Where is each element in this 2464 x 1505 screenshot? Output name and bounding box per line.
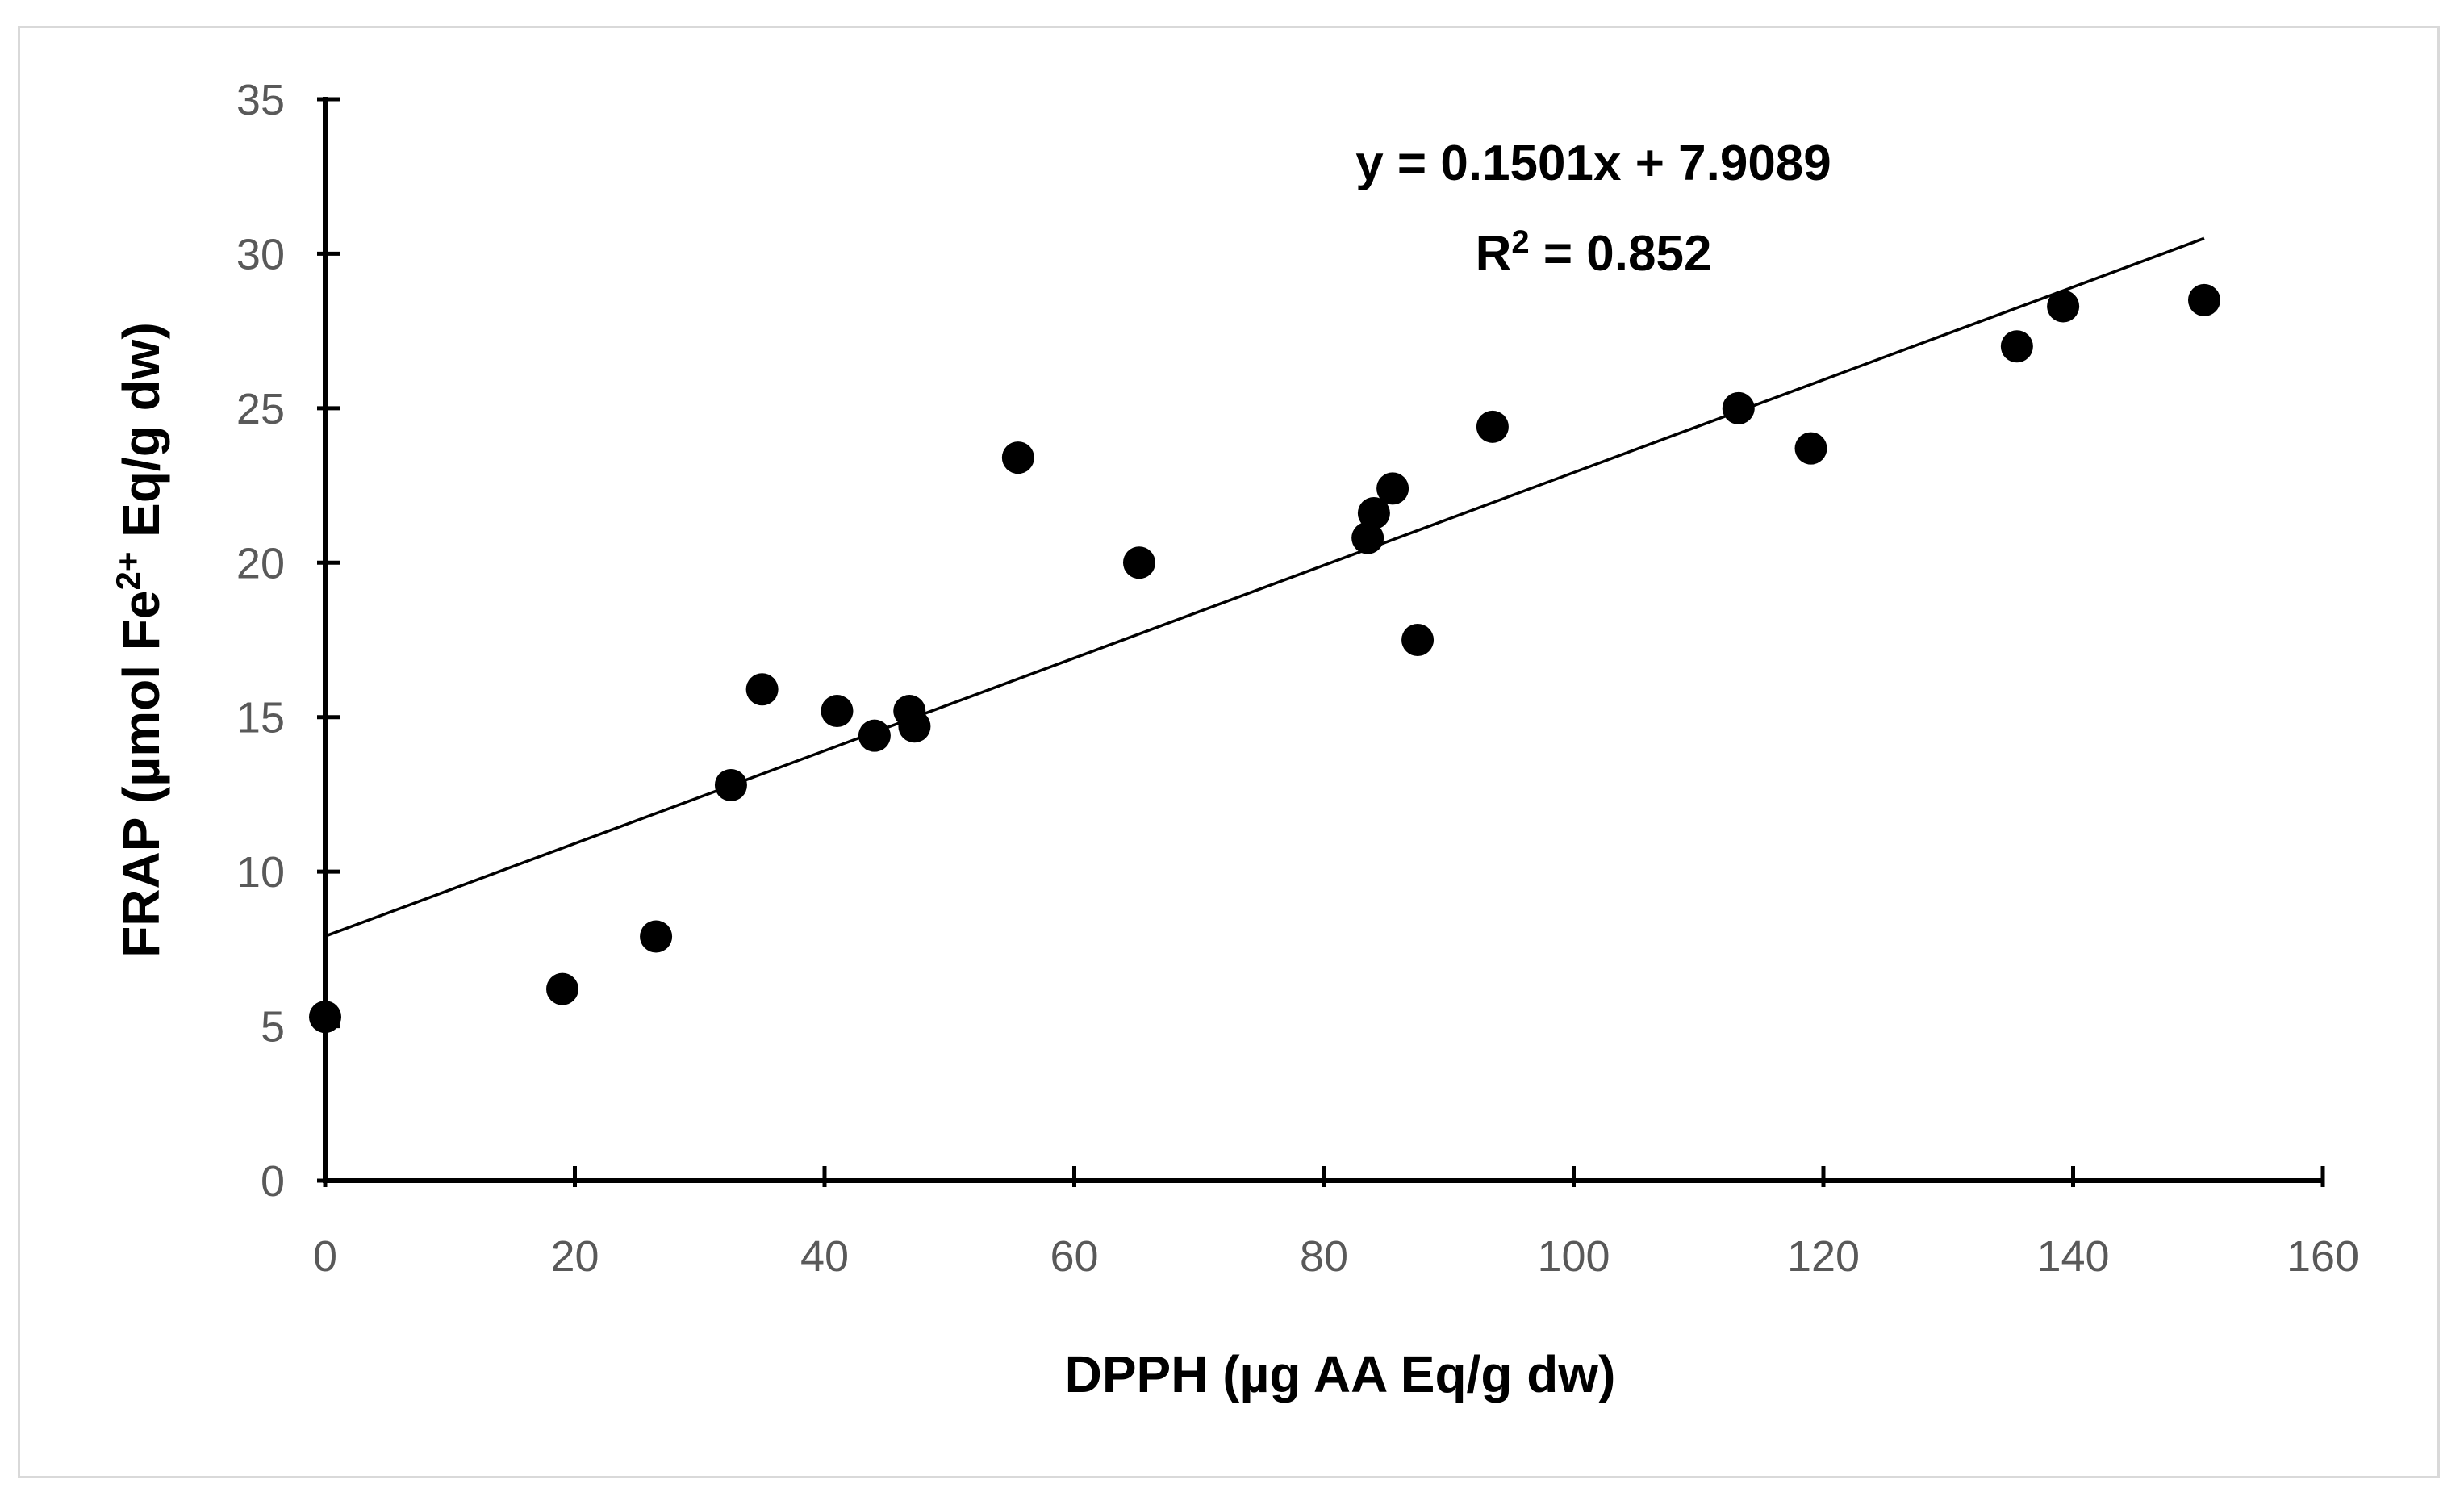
data-point [1376,472,1409,505]
y-tick-label: 20 [236,539,285,587]
data-point [1476,410,1509,443]
x-tick-label: 120 [1787,1232,1860,1281]
data-point [1122,546,1155,579]
data-point [2000,330,2033,363]
y-tick-label: 15 [236,694,285,742]
data-point [1357,497,1390,530]
y-tick-label: 25 [236,385,285,433]
data-point [1401,624,1435,656]
y-tick-label: 30 [236,230,285,278]
axes [323,97,2323,1183]
data-points [309,283,2220,1034]
y-axis-title-rest: Eq/g dw) [112,322,170,551]
data-point [640,920,673,953]
data-point [714,768,747,801]
r-squared-prefix: R [1476,226,1512,282]
r-squared-value: = 0.852 [1530,226,1712,282]
x-tick-label: 140 [2036,1232,2109,1281]
x-tick-label: 60 [1050,1232,1098,1281]
r-squared-superscript: 2 [1511,224,1529,260]
trendline [324,236,2205,938]
y-axis-title-main: FRAP (µmol Fe [112,591,170,958]
y-tick-label: 0 [261,1157,285,1206]
y-axis-title-superscript: 2+ [109,552,147,591]
y-tick-label: 35 [236,76,285,124]
y-tick-label: 5 [261,1003,285,1051]
data-point [858,719,891,752]
data-point [1351,521,1384,554]
data-point [546,972,579,1005]
x-tick-label: 20 [550,1232,599,1281]
x-tick-label: 40 [800,1232,849,1281]
data-point [745,673,779,706]
data-point [1001,441,1034,474]
data-point [1722,391,1755,424]
r-squared-label: R2 = 0.852 [1476,224,1712,282]
scatter-chart: 0 5 10 15 20 25 30 35 0 20 40 60 80 100 120 140 160 y =… [109,76,2359,1403]
x-axis-title: DPPH (µg AA Eq/g dw) [1065,1345,1616,1403]
x-tick-label: 80 [1300,1232,1348,1281]
x-ticks: 0 20 40 60 80 100 120 140 160 [313,1166,2359,1281]
data-point [821,695,854,728]
y-tick-label: 10 [236,848,285,897]
data-point [2047,290,2080,323]
trendline-equation: y = 0.1501x + 7.9089 [1355,136,1831,191]
data-point [1794,432,1827,465]
y-axis-title: FRAP (µmol Fe2+ Eq/g dw) [109,322,170,958]
data-point [2187,283,2220,316]
x-tick-label: 160 [2287,1232,2359,1281]
chart-frame: 0 5 10 15 20 25 30 35 0 20 40 60 80 100 120 140 160 y =… [18,26,2440,1478]
x-tick-label: 100 [1537,1232,1610,1281]
y-ticks: 0 5 10 15 20 25 30 35 [236,76,340,1206]
data-point [309,1001,341,1034]
data-point [898,710,931,743]
x-tick-label: 0 [313,1232,337,1281]
